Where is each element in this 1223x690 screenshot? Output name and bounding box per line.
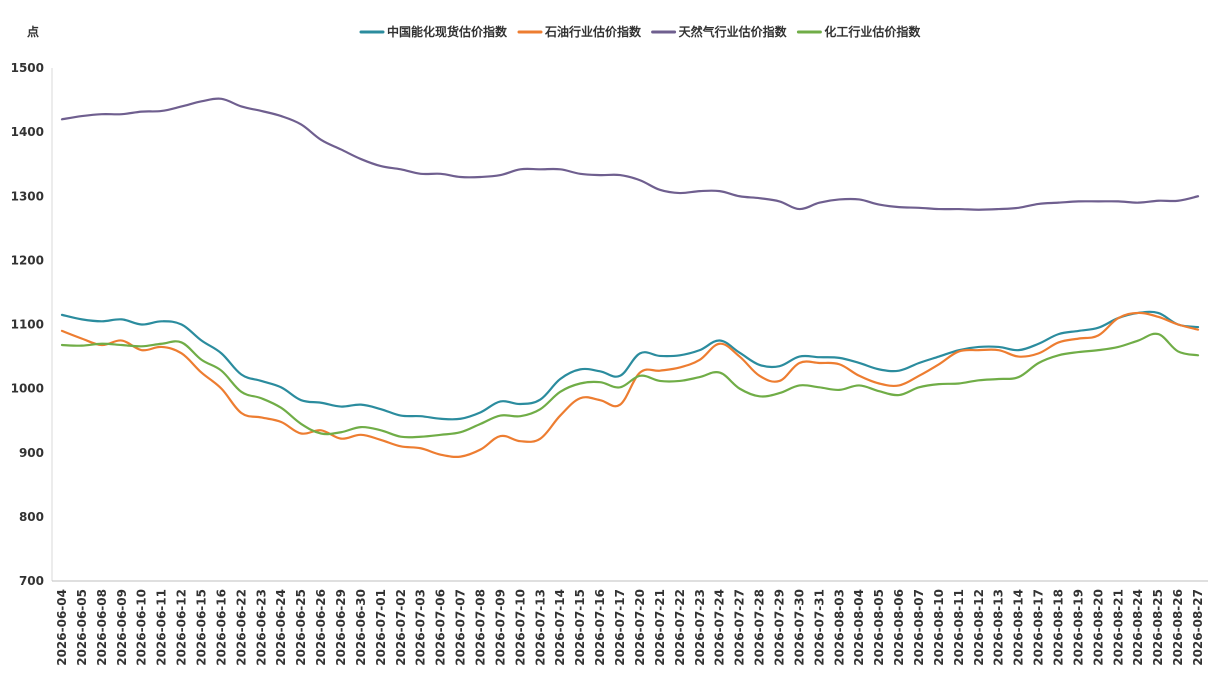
x-tick-label: 2026-06-23 (254, 589, 268, 666)
x-tick-label: 2026-07-06 (434, 589, 448, 666)
x-tick-label: 2026-07-27 (733, 589, 747, 666)
y-tick-label: 1300 (11, 189, 44, 203)
x-tick-label: 2026-07-07 (454, 589, 468, 666)
x-tick-label: 2026-08-19 (1071, 589, 1085, 666)
x-tick-label: 2026-07-02 (394, 589, 408, 666)
x-tick-label: 2026-06-12 (175, 589, 189, 666)
legend-label: 化工行业估价指数 (824, 24, 921, 39)
x-tick-label: 2026-08-17 (1032, 589, 1046, 666)
x-tick-label: 2026-06-05 (75, 589, 89, 666)
legend-label: 中国能化现货估价指数 (387, 24, 508, 39)
legend: 中国能化现货估价指数 石油行业估价指数 天然气行业估价指数 化工行业估价指数 (359, 24, 921, 39)
x-tick-label: 2026-08-10 (932, 589, 946, 666)
x-tick-label: 2026-07-31 (812, 589, 826, 666)
x-tick-label: 2026-07-14 (553, 589, 567, 666)
y-tick-label: 1400 (11, 125, 44, 139)
x-tick-label: 2026-08-11 (952, 589, 966, 666)
y-tick-label: 900 (19, 446, 44, 460)
y-axis-unit-label: 点 (27, 24, 39, 39)
x-tick-label: 2026-06-15 (194, 589, 208, 666)
x-tick-label: 2026-08-14 (1012, 589, 1026, 666)
x-tick-label: 2026-07-03 (414, 589, 428, 666)
y-axis: 700 800 900 1000 1100 1200 1300 1400 1500 (11, 61, 53, 588)
series-line-3 (60, 332, 1200, 439)
x-tick-label: 2026-06-08 (95, 589, 109, 666)
x-tick-label: 2026-06-09 (115, 589, 129, 666)
x-tick-label: 2026-07-16 (593, 589, 607, 666)
legend-label: 天然气行业估价指数 (679, 24, 788, 39)
x-tick-label: 2026-08-27 (1191, 589, 1205, 666)
x-tick-label: 2026-08-18 (1052, 589, 1066, 666)
x-tick-label: 2026-08-03 (832, 589, 846, 666)
x-tick-label: 2026-08-21 (1111, 589, 1125, 666)
x-tick-label: 2026-06-22 (234, 589, 248, 666)
x-tick-label: 2026-08-05 (872, 589, 886, 666)
legend-item-2: 天然气行业估价指数 (651, 24, 788, 39)
x-tick-label: 2026-06-10 (135, 589, 149, 666)
x-tick-label: 2026-07-15 (573, 589, 587, 666)
x-tick-label: 2026-06-30 (354, 589, 368, 666)
x-tick-label: 2026-07-28 (753, 589, 767, 666)
x-tick-label: 2026-06-16 (214, 589, 228, 666)
x-tick-label: 2026-07-13 (533, 589, 547, 666)
x-tick-label: 2026-07-01 (374, 589, 388, 666)
x-tick-label: 2026-06-25 (294, 589, 308, 666)
x-tick-label: 2026-07-30 (792, 589, 806, 666)
x-tick-label: 2026-08-06 (892, 589, 906, 666)
y-tick-label: 1000 (11, 382, 44, 396)
x-tick-label: 2026-08-26 (1171, 589, 1185, 666)
x-tick-label: 2026-07-29 (772, 589, 786, 666)
x-tick-label: 2026-06-04 (55, 589, 69, 666)
x-tick-label: 2026-07-23 (693, 589, 707, 666)
x-tick-label: 2026-07-22 (673, 589, 687, 666)
x-tick-label: 2026-08-07 (912, 589, 926, 666)
series-line-2 (60, 97, 1200, 211)
legend-label: 石油行业估价指数 (544, 24, 642, 39)
x-tick-label: 2026-07-09 (493, 589, 507, 666)
x-tick-label: 2026-08-12 (972, 589, 986, 666)
legend-item-1: 石油行业估价指数 (517, 24, 642, 39)
y-tick-label: 1100 (11, 318, 44, 332)
y-tick-label: 1500 (11, 61, 44, 75)
y-tick-label: 800 (19, 510, 44, 524)
x-tick-label: 2026-06-11 (155, 589, 169, 666)
y-tick-label: 1200 (11, 253, 44, 267)
x-tick-label: 2026-07-21 (653, 589, 667, 666)
x-tick-label: 2026-06-24 (274, 589, 288, 666)
x-tick-label: 2026-07-10 (513, 589, 527, 666)
x-tick-label: 2026-08-20 (1091, 589, 1105, 666)
x-tick-label: 2026-07-20 (633, 589, 647, 666)
x-tick-label: 2026-07-24 (713, 589, 727, 666)
x-tick-label: 2026-06-29 (334, 589, 348, 666)
x-tick-label: 2026-08-24 (1131, 589, 1145, 666)
x-tick-label: 2026-08-13 (992, 589, 1006, 666)
series-layer (60, 97, 1200, 458)
x-tick-label: 2026-07-08 (474, 589, 488, 666)
legend-item-0: 中国能化现货估价指数 (359, 24, 508, 39)
y-tick-label: 700 (19, 574, 44, 588)
legend-item-3: 化工行业估价指数 (796, 24, 921, 39)
series-line-0 (60, 310, 1200, 421)
x-tick-label: 2026-08-04 (852, 589, 866, 666)
x-axis: 2026-06-04 2026-06-05 2026-06-08 2026-06-09… (52, 580, 1208, 666)
x-tick-label: 2026-06-26 (314, 589, 328, 666)
x-tick-label: 2026-08-25 (1151, 589, 1165, 666)
series-line-1 (60, 311, 1200, 458)
x-tick-label: 2026-07-17 (613, 589, 627, 666)
